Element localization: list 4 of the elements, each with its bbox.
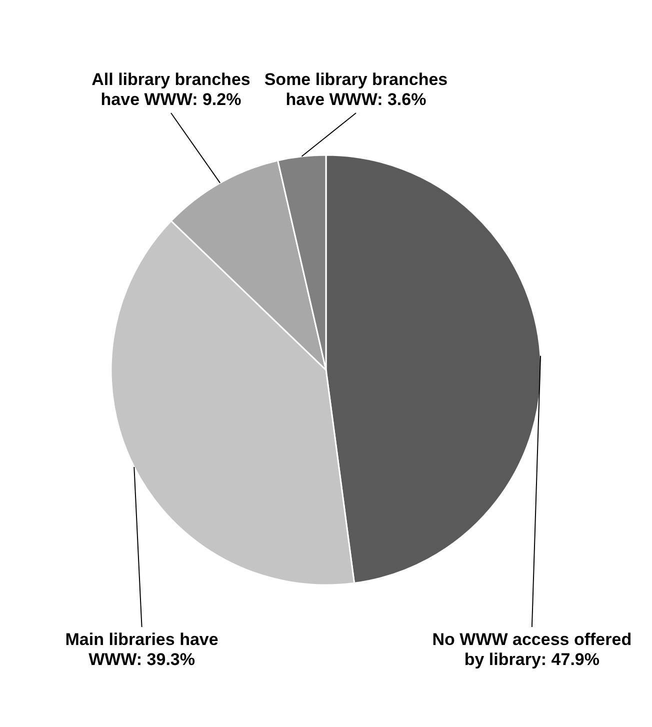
slice-label: All library branches have WWW: 9.2% [92,70,250,109]
slice-label: Main libraries have WWW: 39.3% [65,630,218,669]
slice-label: Some library branches have WWW: 3.6% [264,70,448,109]
slice-label: No WWW access offered by library: 47.9% [432,630,632,669]
